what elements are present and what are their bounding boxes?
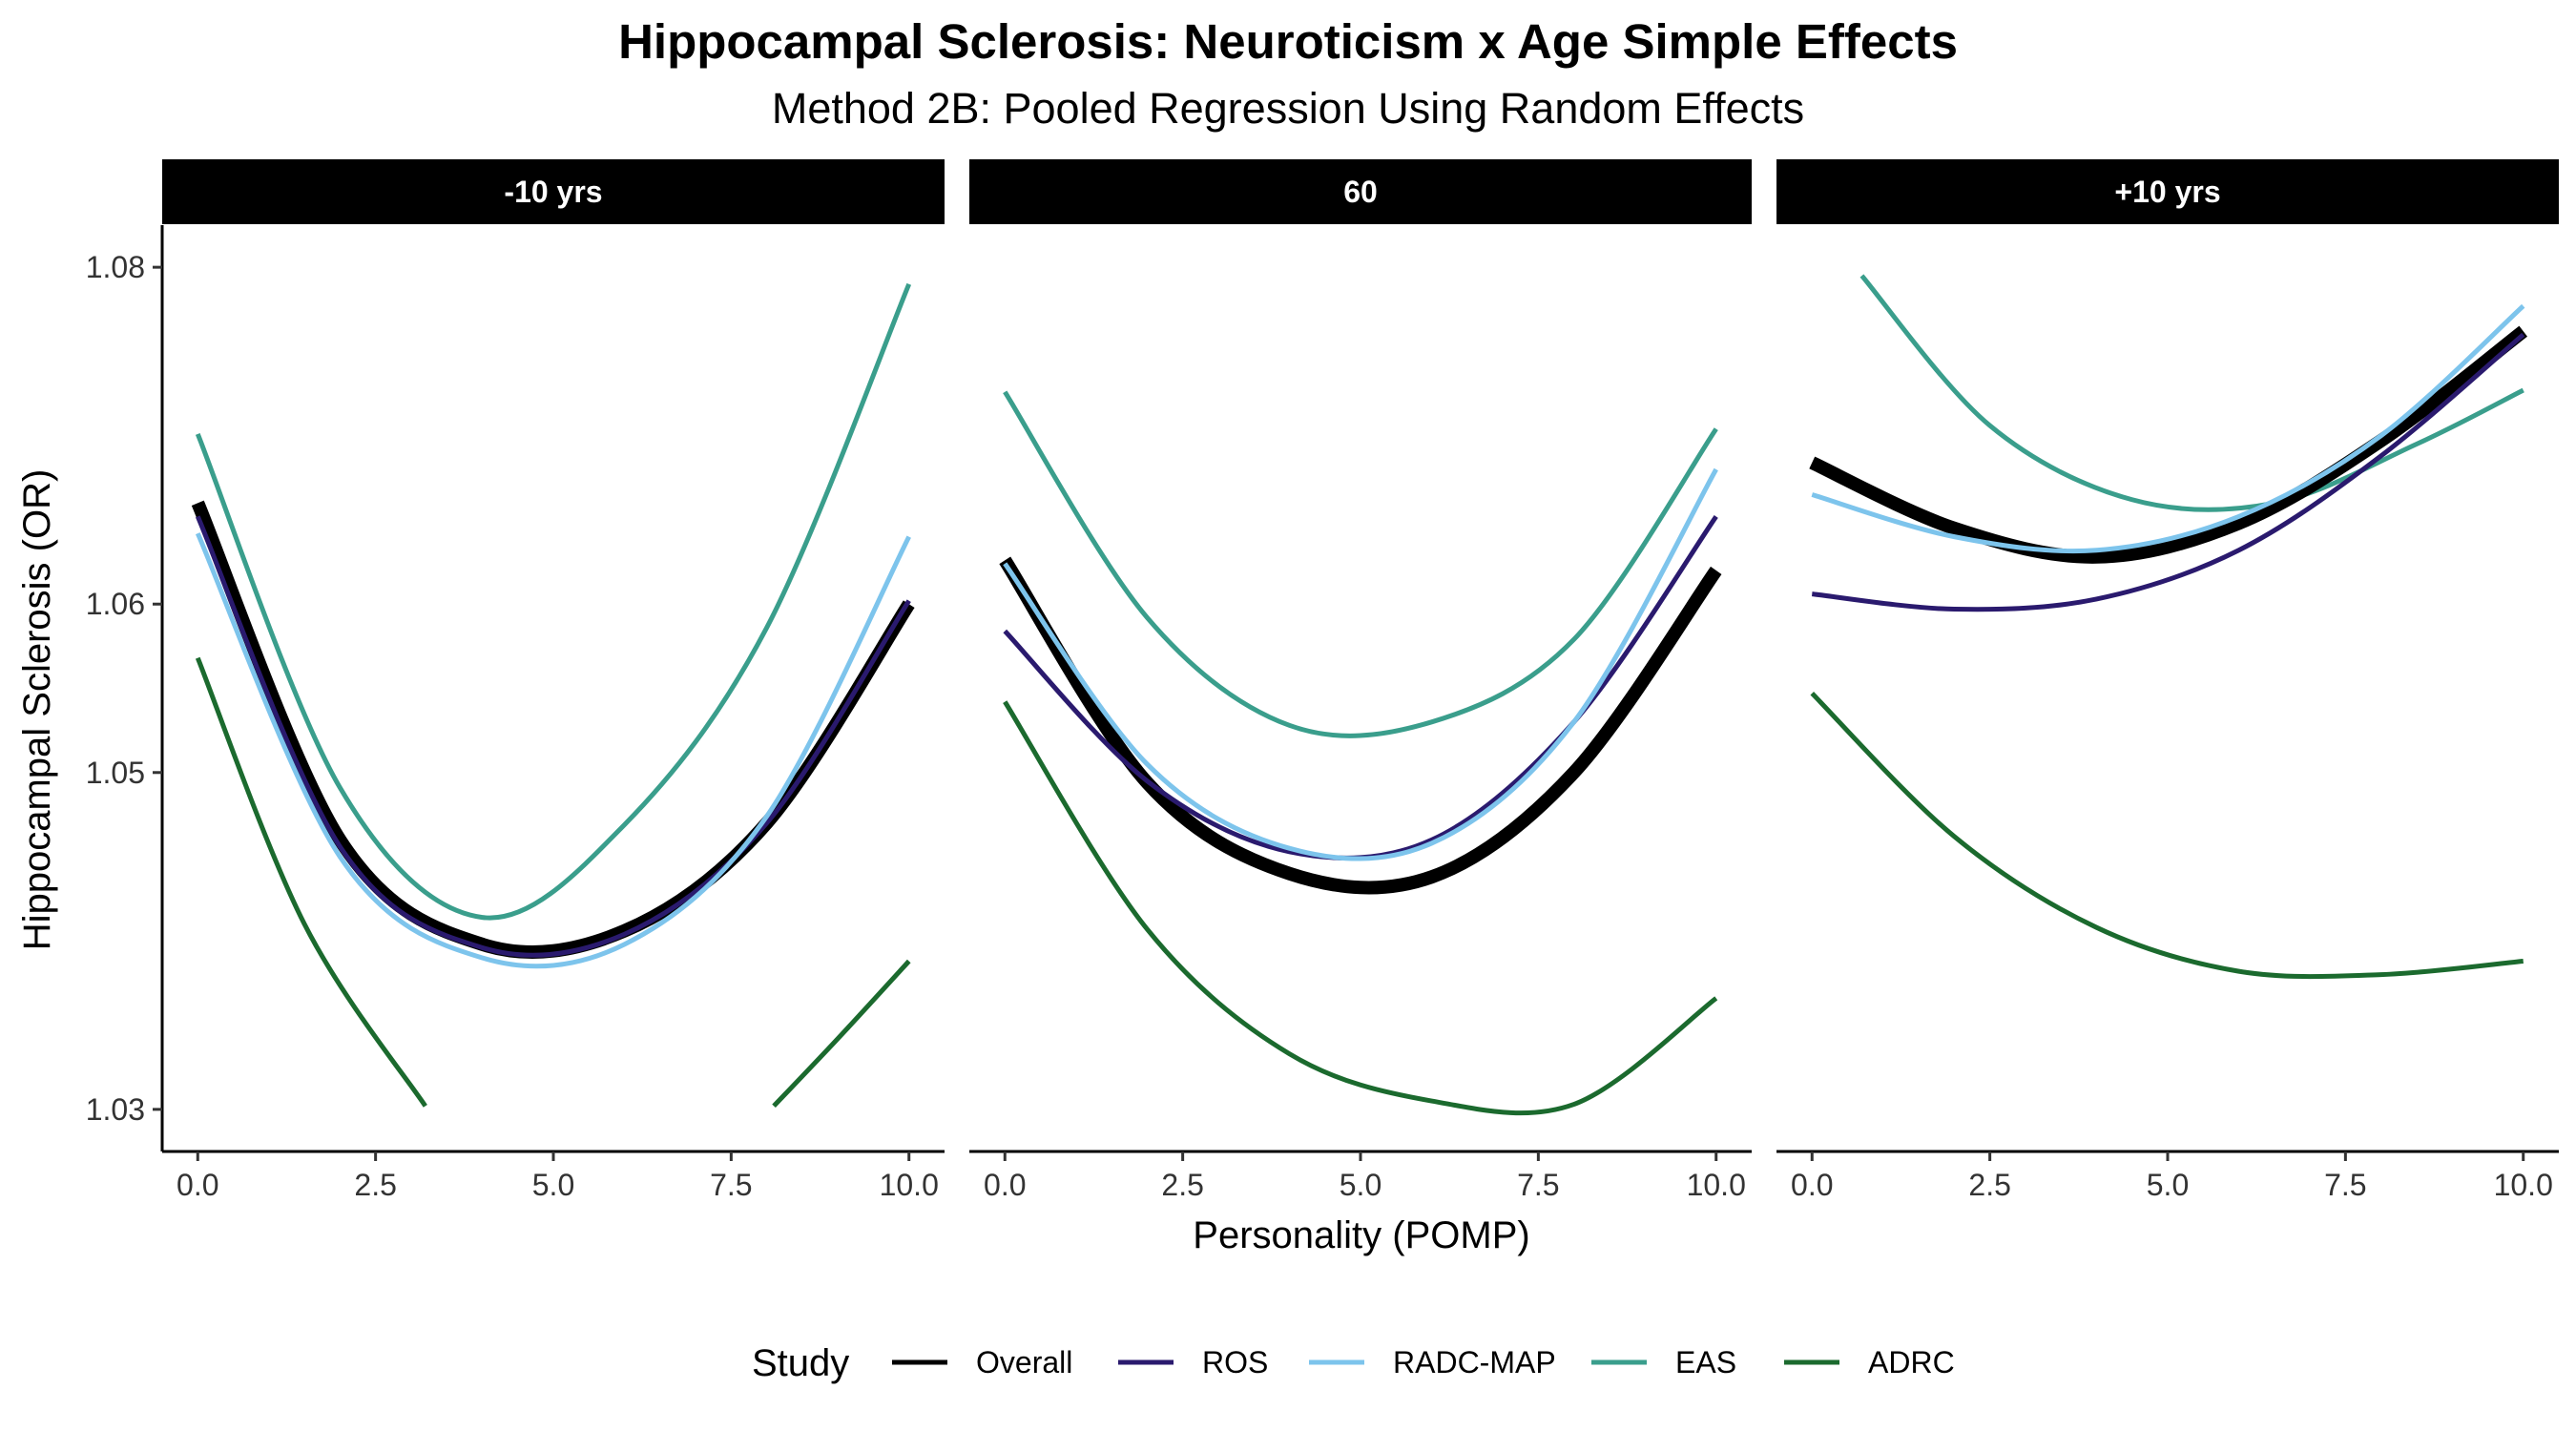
series-line-radc-map	[1003, 467, 1718, 861]
x-tick-label: 5.0	[532, 1168, 574, 1202]
x-tick-label: 10.0	[880, 1168, 939, 1202]
chart-subtitle: Method 2B: Pooled Regression Using Rando…	[771, 84, 1805, 133]
y-tick-label: 1.06	[86, 587, 145, 621]
series-line-radc-map	[195, 532, 911, 969]
series-line-overall	[999, 556, 1722, 895]
x-tick-label: 7.5	[1517, 1168, 1559, 1202]
x-tick-label: 10.0	[2494, 1168, 2553, 1202]
x-tick-label: 5.0	[2147, 1168, 2189, 1202]
legend-label: ROS	[1202, 1345, 1268, 1379]
series-line-eas	[1003, 390, 1718, 738]
series-line-eas	[195, 282, 912, 921]
legend-label: EAS	[1675, 1345, 1736, 1379]
panel: 60 0.0 2.5 5.0 7.5 10.0	[969, 159, 1752, 1202]
series-group	[999, 390, 1722, 1116]
series-line-adrc	[1810, 692, 2524, 980]
series-line-adrc	[772, 959, 911, 1109]
series-line-eas	[1859, 274, 2524, 512]
facet-strip-label: 60	[1343, 175, 1378, 209]
legend: Study Overall ROS RADC-MAP EAS ADRC	[752, 1342, 1955, 1384]
series-line-radc-map	[1811, 303, 2525, 554]
legend-title: Study	[752, 1342, 849, 1384]
series-line-ros	[195, 515, 911, 958]
x-tick-label: 2.5	[1161, 1168, 1203, 1202]
y-axis-title: Hippocampal Sclerosis (OR)	[16, 469, 58, 951]
x-axis-title: Personality (POMP)	[1193, 1214, 1529, 1256]
series-line-overall	[191, 500, 915, 959]
y-tick-label: 1.03	[86, 1092, 145, 1127]
y-tick-label: 1.05	[86, 756, 145, 790]
facet-strip	[162, 159, 945, 224]
x-tick-label: 10.0	[1687, 1168, 1746, 1202]
x-tick-label: 2.5	[1968, 1168, 2010, 1202]
x-tick-label: 7.5	[710, 1168, 752, 1202]
panel: +10 yrs 0.0 2.5 5.0 7.5 10.0	[1776, 159, 2559, 1202]
legend-label: RADC-MAP	[1393, 1345, 1556, 1379]
x-tick-label: 7.5	[2324, 1168, 2366, 1202]
legend-label: ADRC	[1868, 1345, 1955, 1379]
x-tick-label: 0.0	[177, 1168, 218, 1202]
series-group	[1809, 274, 2528, 980]
series-group	[191, 282, 915, 1109]
series-line-adrc	[195, 656, 427, 1108]
facet-strip	[969, 159, 1752, 224]
series-line-adrc	[1003, 700, 1718, 1116]
x-tick-label: 5.0	[1340, 1168, 1381, 1202]
x-tick-label: 0.0	[1791, 1168, 1833, 1202]
facet-strip-label: +10 yrs	[2114, 175, 2220, 209]
chart-title: Hippocampal Sclerosis: Neuroticism x Age…	[618, 14, 1958, 69]
legend-label: Overall	[976, 1345, 1072, 1379]
facet-strip-label: -10 yrs	[504, 175, 602, 209]
series-line-overall	[1809, 325, 2528, 564]
panels-layer: -10 yrs 0.0 2.5 5.0 7.5 10.0 1.03 1.05 1.06 1.08 6…	[86, 159, 2559, 1202]
series-line-ros	[1812, 332, 2525, 612]
x-tick-label: 2.5	[354, 1168, 396, 1202]
facet-strip	[1776, 159, 2559, 224]
y-tick-label: 1.08	[86, 250, 145, 284]
panel: -10 yrs 0.0 2.5 5.0 7.5 10.0 1.03 1.05 1.06 1.08	[86, 159, 945, 1202]
x-tick-label: 0.0	[984, 1168, 1026, 1202]
